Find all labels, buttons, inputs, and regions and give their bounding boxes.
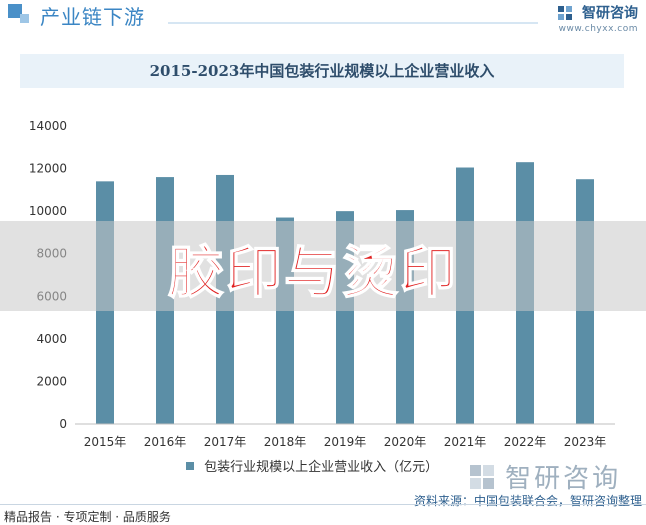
y-tick-label: 4000 [36,332,67,346]
legend-label: 包装行业规模以上企业营业收入（亿元） [204,460,439,475]
brand-name: 智研咨询 [582,5,638,22]
overlay-band [0,221,646,311]
x-tick-label: 2022年 [504,435,547,449]
brand-secondary-name: 智研咨询 [505,464,622,494]
source-note: 资料来源：中国包装联合会，智研咨询整理 [413,494,642,508]
brand-logo-icon [557,5,572,20]
chart-legend: 包装行业规模以上企业营业收入（亿元） [186,456,438,475]
x-tick-label: 2016年 [144,435,187,449]
brand-secondary-logo-icon [470,464,494,489]
footer-tagline: 精品报告 · 专项定制 · 品质服务 [4,510,171,524]
y-tick-label: 2000 [36,374,67,388]
x-tick-label: 2017年 [204,435,247,449]
brand-url: www.chyxx.com [558,23,638,34]
brand: 智研咨询 www.chyxx.com [557,2,638,34]
x-tick-label: 2015年 [84,435,127,449]
brand-secondary: 智研咨询 [468,458,621,495]
x-tick-label: 2020年 [384,435,427,449]
x-tick-label: 2019年 [324,435,367,449]
x-axis: 2015年 2016年 2017年 2018年 2019年 2020年 2021年 2022年… [75,423,615,449]
y-tick-label: 10000 [29,204,67,218]
section-header: 产业链下游 智研咨询 www.chyxx.com [0,0,646,34]
header-divider [168,22,538,24]
header-square-small-icon [20,14,29,23]
overlay-text: 胶印与烫印 [167,240,458,307]
section-title: 产业链下游 [40,5,145,29]
header-square-icon [8,4,22,18]
footer-divider [0,504,646,505]
y-tick-label: 14000 [29,119,67,133]
y-tick-label: 12000 [29,162,67,176]
x-tick-label: 2018年 [264,435,307,449]
legend-swatch [186,461,194,470]
x-tick-label: 2023年 [564,435,607,449]
chart-title: 2015-2023年中国包装行业规模以上企业营业收入 [149,62,495,80]
chart-title-band: 2015-2023年中国包装行业规模以上企业营业收入 [20,54,624,88]
y-tick-label: 0 [59,417,67,431]
x-tick-label: 2021年 [444,435,487,449]
